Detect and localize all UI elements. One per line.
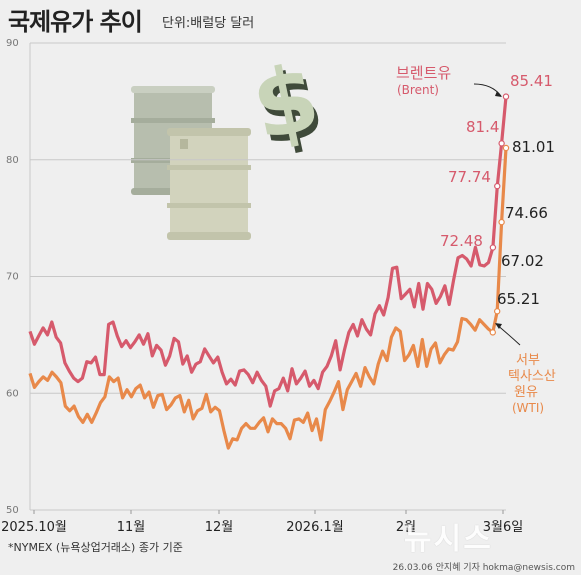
wti-legend-sub: (WTI) [512, 401, 544, 415]
x-tick-label: 2026.1월 [286, 520, 343, 535]
data-point [489, 244, 497, 251]
data-point [502, 144, 510, 152]
series-line-wti [28, 147, 508, 450]
data-point [498, 140, 505, 147]
y-tick-label: 80 [6, 155, 19, 166]
brent-data-label: 85.41 [510, 72, 553, 90]
unit-label: 단위:배럴당 달러 [162, 16, 255, 31]
x-tick-label: 2025.10월 [1, 520, 67, 535]
y-tick-label: 50 [6, 505, 19, 516]
brent-legend: 브렌트유 (Brent) [396, 64, 502, 97]
page-title: 국제유가 추이 [8, 8, 143, 36]
y-tick-label: 70 [6, 272, 19, 283]
brent-data-label: 77.74 [448, 168, 491, 186]
y-tick-label: 90 [6, 38, 19, 49]
wti-legend-line2: 텍사스산 [508, 369, 556, 384]
watermark-logo: 뉴시스 [404, 522, 493, 557]
x-tick-label: 3월6일 [483, 520, 523, 535]
x-tick-label: 12월 [205, 520, 234, 535]
data-point [502, 93, 510, 100]
brent-data-label: 72.48 [440, 232, 483, 250]
series-line-brent [28, 96, 508, 408]
brent-legend-sub: (Brent) [397, 83, 439, 97]
source-note: *NYMEX (뉴욕상업거래소) 종가 기준 [8, 541, 183, 554]
y-tick-label: 60 [6, 388, 19, 399]
wti-legend: 서부 텍사스산 원유 (WTI) [495, 323, 556, 415]
wti-legend-line1: 서부 [516, 353, 540, 368]
x-axis: 2025.10월 11월 12월 2026.1월 2월 3월6일 [1, 510, 523, 535]
x-tick-label: 2월 [396, 520, 416, 535]
wti-data-label: 67.02 [501, 252, 544, 270]
brent-legend-name: 브렌트유 [396, 64, 451, 82]
dollar-sign-icon: $ $ [243, 43, 332, 167]
wti-data-label: 65.21 [497, 290, 540, 308]
series-lines [28, 96, 508, 450]
data-point [489, 329, 496, 336]
oil-barrel-icon [131, 86, 251, 240]
data-point [498, 218, 505, 226]
wti-data-label: 81.01 [512, 138, 555, 156]
x-tick-label: 11월 [117, 520, 146, 535]
data-labels: 72.48 77.74 81.4 85.41 65.21 67.02 74.66 81.01 [440, 72, 555, 308]
svg-text:$: $ [243, 43, 328, 161]
wti-legend-line3: 원유 [514, 385, 538, 400]
data-point [493, 308, 501, 315]
chart-grid [29, 42, 506, 511]
y-axis: 50 60 70 80 90 [6, 38, 19, 516]
data-point [494, 182, 501, 190]
credit-line: 26.03.06 안지혜 기자 hokma@newsis.com [392, 563, 575, 573]
brent-data-label: 81.4 [466, 118, 499, 136]
callout-points [489, 93, 510, 336]
wti-data-label: 74.66 [505, 204, 548, 222]
